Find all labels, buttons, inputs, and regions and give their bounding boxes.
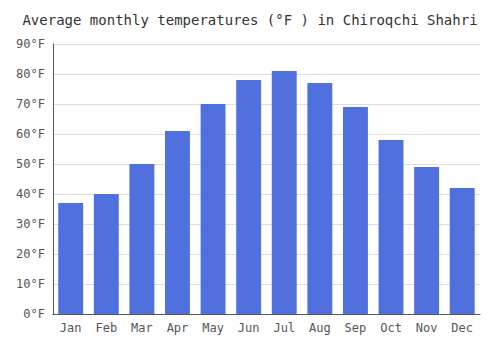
svg-text:Dec: Dec (451, 321, 473, 335)
svg-text:Average monthly temperatures (: Average monthly temperatures (°F ) in Ch… (22, 12, 477, 28)
svg-text:Aug: Aug (309, 321, 331, 335)
svg-text:Sep: Sep (345, 321, 367, 335)
svg-text:Nov: Nov (416, 321, 438, 335)
svg-text:Mar: Mar (131, 321, 153, 335)
svg-text:80°F: 80°F (16, 67, 45, 81)
svg-text:70°F: 70°F (16, 97, 45, 111)
svg-text:50°F: 50°F (16, 157, 45, 171)
svg-text:60°F: 60°F (16, 127, 45, 141)
svg-text:20°F: 20°F (16, 247, 45, 261)
svg-text:10°F: 10°F (16, 277, 45, 291)
svg-text:Jun: Jun (238, 321, 260, 335)
svg-text:Apr: Apr (167, 321, 189, 335)
svg-text:Jan: Jan (60, 321, 82, 335)
svg-text:30°F: 30°F (16, 217, 45, 231)
svg-text:90°F: 90°F (16, 37, 45, 51)
svg-text:Oct: Oct (380, 321, 402, 335)
svg-text:40°F: 40°F (16, 187, 45, 201)
svg-text:Jul: Jul (273, 321, 295, 335)
svg-text:0°F: 0°F (23, 307, 45, 321)
svg-text:May: May (202, 321, 224, 335)
svg-text:Feb: Feb (95, 321, 117, 335)
